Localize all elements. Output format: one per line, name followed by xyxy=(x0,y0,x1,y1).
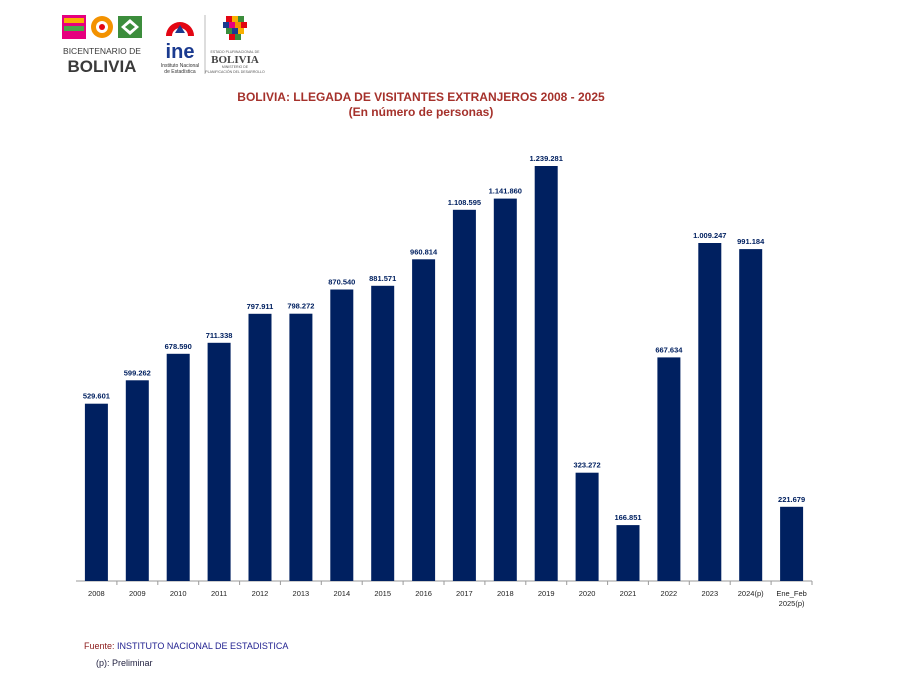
ine-logo: ine Instituto Nacional de Estadística xyxy=(161,22,199,75)
data-label: 798.272 xyxy=(287,302,314,311)
bar-2019 xyxy=(534,166,558,581)
estado-main: BOLIVIA xyxy=(211,54,259,66)
estado-sub3: PLANIFICACIÓN DEL DESARROLLO xyxy=(205,69,265,74)
bar-2021 xyxy=(616,525,640,581)
bar-ene-feb-2025-p- xyxy=(780,506,804,581)
x-tick-label: 2020 xyxy=(579,589,596,598)
data-label: 711.338 xyxy=(206,331,233,340)
x-tick-label: 2023 xyxy=(701,589,718,598)
bar-2024-p- xyxy=(739,249,763,581)
data-label: 991.184 xyxy=(737,237,765,246)
x-tick-label: 2008 xyxy=(88,589,105,598)
x-tick-label: Ene_Feb xyxy=(776,589,806,598)
bar-2023 xyxy=(698,243,722,581)
x-tick-label: 2011 xyxy=(211,589,227,598)
bar-2008 xyxy=(84,403,108,581)
estado-plurinacional-logo: ESTADO PLURINACIONAL DE BOLIVIA MINISTER… xyxy=(205,16,265,74)
bar-2018 xyxy=(493,198,517,581)
bar-2020 xyxy=(575,472,599,581)
logos: BICENTENARIO DE BOLIVIA ine Instituto Na… xyxy=(62,15,265,76)
bar-2010 xyxy=(166,353,190,581)
bicentenario-logo: BICENTENARIO DE BOLIVIA xyxy=(62,15,142,76)
x-tick-label: 2017 xyxy=(456,589,473,598)
data-label: 1.108.595 xyxy=(448,198,481,207)
data-label: 1.239.281 xyxy=(530,154,563,163)
chart-subtitle: (En número de personas) xyxy=(348,105,494,119)
data-label: 221.679 xyxy=(778,495,805,504)
x-tick-label: 2013 xyxy=(293,589,310,598)
ine-text: ine xyxy=(166,41,195,63)
bar-2015 xyxy=(371,285,395,581)
bar-2016 xyxy=(412,259,436,581)
data-label: 323.272 xyxy=(574,461,601,470)
data-label: 1.141.860 xyxy=(489,187,522,196)
x-tick-label: 2009 xyxy=(129,589,146,598)
x-tick-label: 2014 xyxy=(333,589,350,598)
ine-sub2: de Estadística xyxy=(164,69,196,75)
data-label: 599.262 xyxy=(124,368,151,377)
data-label: 870.540 xyxy=(328,278,355,287)
x-tick-label: 2016 xyxy=(415,589,432,598)
bar-2012 xyxy=(248,313,272,581)
bar-2022 xyxy=(657,357,681,581)
estado-sub2: MINISTERIO DE xyxy=(222,65,249,69)
bar-2017 xyxy=(452,209,476,582)
x-tick-label: 2022 xyxy=(661,589,678,598)
bar-2011 xyxy=(207,342,231,581)
source-value: INSTITUTO NACIONAL DE ESTADISTICA xyxy=(117,641,289,651)
x-tick-label: 2024(p) xyxy=(738,589,764,598)
data-label: 678.590 xyxy=(165,342,192,351)
data-label: 529.601 xyxy=(83,392,110,401)
bar-2009 xyxy=(125,380,149,581)
data-label: 881.571 xyxy=(369,274,396,283)
bicentenario-line1: BICENTENARIO DE xyxy=(63,46,141,56)
data-label: 797.911 xyxy=(247,302,274,311)
bar-2014 xyxy=(330,289,354,581)
data-label: 1.009.247 xyxy=(693,231,726,240)
preliminary-note: (p): Preliminar xyxy=(96,658,153,668)
data-label: 960.814 xyxy=(410,247,438,256)
bicentenario-line2: BOLIVIA xyxy=(68,57,137,76)
x-tick-label: 2018 xyxy=(497,589,514,598)
x-tick-label: 2010 xyxy=(170,589,187,598)
data-label: 667.634 xyxy=(655,345,683,354)
x-tick-label: 2015 xyxy=(374,589,391,598)
source-note: Fuente: INSTITUTO NACIONAL DE ESTADISTIC… xyxy=(84,641,288,651)
x-tick-label: 2025(p) xyxy=(779,599,805,608)
x-tick-label: 2012 xyxy=(252,589,269,598)
ine-sub1: Instituto Nacional xyxy=(161,63,199,69)
x-tick-label: 2021 xyxy=(620,589,637,598)
data-label: 166.851 xyxy=(614,513,641,522)
estado-sub1: ESTADO PLURINACIONAL DE xyxy=(210,50,260,54)
bar-2013 xyxy=(289,313,313,581)
source-label: Fuente: xyxy=(84,641,118,651)
x-tick-label: 2019 xyxy=(538,589,555,598)
chart-title: BOLIVIA: LLEGADA DE VISITANTES EXTRANJER… xyxy=(237,90,605,104)
